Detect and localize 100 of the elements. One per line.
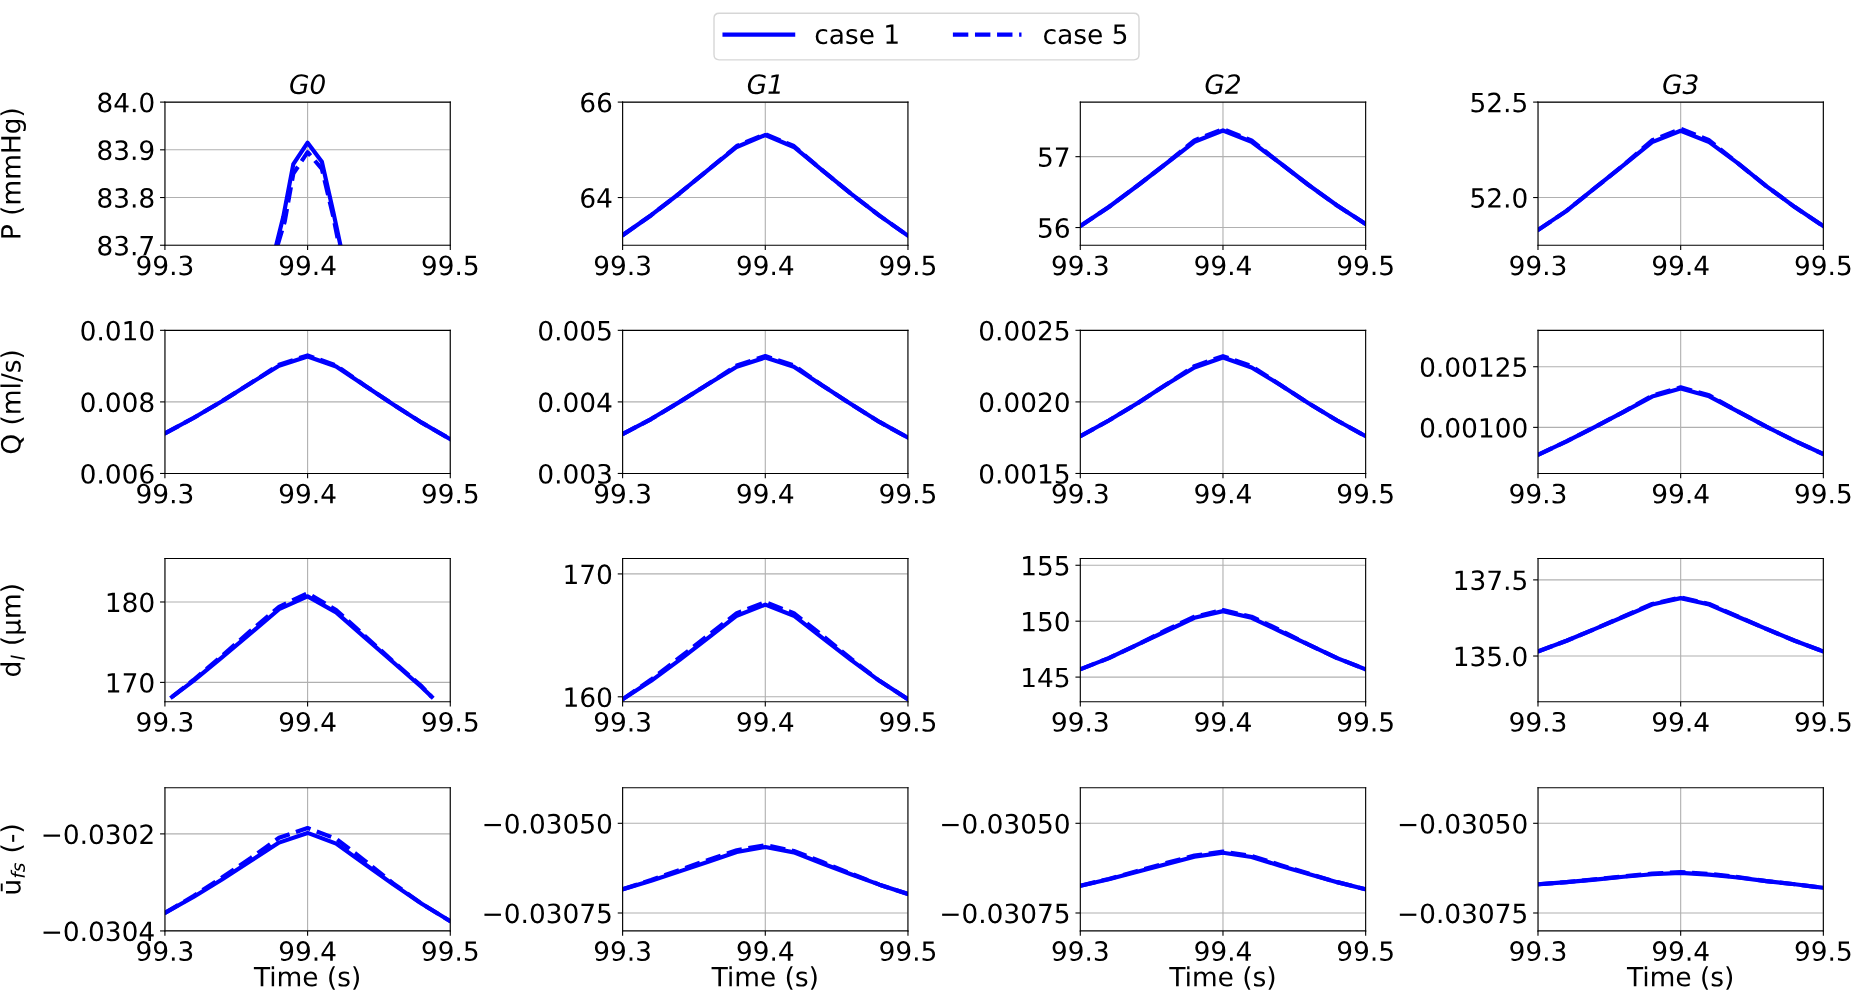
x-tick-label: 99.4 <box>1195 711 1251 732</box>
y-axis-title: P (mmHg) <box>0 109 26 238</box>
y-tick-label: 83.7 <box>98 235 153 256</box>
x-tick-label: 99.3 <box>1052 483 1108 504</box>
y-axis-title: d$_{l}$ (μm) <box>0 585 26 676</box>
x-tick-label: 99.5 <box>422 941 478 962</box>
x-tick-label: 99.4 <box>737 255 794 276</box>
x-tick-label: 99.3 <box>137 483 193 504</box>
x-tick-label: 99.5 <box>422 711 478 732</box>
x-tick-label: 99.5 <box>1795 711 1851 732</box>
x-tick-label: 99.5 <box>880 941 936 962</box>
y-tick-label: 155 <box>1023 556 1069 576</box>
x-tick-label: 99.5 <box>880 711 936 732</box>
x-tick-label: 99.3 <box>1510 255 1566 276</box>
y-tick-label: 0.0020 <box>979 392 1069 413</box>
y-tick-label: 83.9 <box>98 140 154 161</box>
x-tick-label: 99.4 <box>1195 941 1251 962</box>
chart-title: G3 <box>1663 74 1698 95</box>
legend-label: case 5 <box>1044 24 1127 45</box>
x-tick-label: 99.3 <box>594 941 650 962</box>
y-tick-label: 137.5 <box>1455 570 1526 591</box>
x-tick-label: 99.3 <box>1052 941 1108 962</box>
y-tick-label: 83.8 <box>98 187 154 208</box>
x-tick-label: 99.3 <box>594 483 650 504</box>
x-tick-label: 99.4 <box>1652 711 1709 732</box>
x-tick-label: 99.3 <box>137 711 193 732</box>
x-tick-label: 99.3 <box>1052 711 1108 732</box>
y-tick-label: 52.0 <box>1471 187 1527 208</box>
y-tick-label: −0.03075 <box>484 903 611 924</box>
chart-title: G2 <box>1205 74 1240 95</box>
y-tick-label: 66 <box>581 92 612 113</box>
y-tick-label: 135.0 <box>1455 646 1527 667</box>
x-tick-label: 99.4 <box>279 941 336 962</box>
x-tick-label: 99.4 <box>1195 255 1251 276</box>
x-axis-title: Time (s) <box>1169 966 1275 990</box>
y-tick-label: 84.0 <box>98 92 154 113</box>
x-tick-label: 99.4 <box>1195 483 1251 504</box>
y-axis-title: ū$_{fs}$ (-) <box>0 825 26 894</box>
y-tick-label: 57 <box>1039 147 1069 168</box>
y-tick-label: 145 <box>1023 667 1069 688</box>
x-tick-label: 99.3 <box>594 711 650 732</box>
y-tick-label: 52.5 <box>1471 92 1526 113</box>
x-tick-label: 99.5 <box>1795 941 1851 962</box>
y-axis-title: Q (ml/s) <box>0 351 24 454</box>
x-axis-title: Time (s) <box>1626 966 1733 990</box>
legend-label: case 1 <box>815 24 898 45</box>
x-tick-label: 99.3 <box>1052 255 1108 276</box>
x-tick-label: 99.3 <box>1510 711 1566 732</box>
x-tick-label: 99.4 <box>737 941 794 962</box>
x-tick-label: 99.5 <box>1337 483 1393 504</box>
x-tick-label: 99.5 <box>1337 941 1393 962</box>
y-tick-label: −0.03050 <box>1399 813 1527 834</box>
y-tick-label: −0.03075 <box>942 903 1069 924</box>
x-tick-label: 99.5 <box>1337 711 1393 732</box>
y-tick-label: 170 <box>107 672 154 693</box>
y-tick-label: −0.03050 <box>484 813 612 834</box>
x-tick-label: 99.5 <box>1337 255 1393 276</box>
y-tick-label: 56 <box>1039 217 1069 238</box>
y-tick-label: 150 <box>1023 611 1069 632</box>
y-tick-label: 0.00100 <box>1420 417 1527 438</box>
x-tick-label: 99.4 <box>279 483 336 504</box>
x-tick-label: 99.4 <box>1652 255 1709 276</box>
x-axis-title: Time (s) <box>711 966 817 990</box>
y-tick-label: 0.00125 <box>1420 357 1526 378</box>
chart-title: G0 <box>290 74 325 95</box>
x-tick-label: 99.5 <box>1795 483 1851 504</box>
y-tick-label: 0.004 <box>539 392 612 413</box>
y-tick-label: −0.0302 <box>43 824 153 845</box>
y-tick-label: 160 <box>565 687 612 708</box>
x-tick-label: 99.4 <box>737 711 794 732</box>
y-tick-label: 170 <box>565 564 612 585</box>
x-tick-label: 99.5 <box>422 255 478 276</box>
y-tick-label: 64 <box>581 187 612 208</box>
x-tick-label: 99.3 <box>594 255 650 276</box>
y-tick-label: 0.005 <box>539 320 611 341</box>
y-tick-label: −0.03075 <box>1399 903 1526 924</box>
x-tick-label: 99.4 <box>1652 483 1709 504</box>
y-tick-label: −0.03050 <box>942 813 1069 834</box>
x-tick-label: 99.3 <box>1510 941 1566 962</box>
x-tick-label: 99.4 <box>1652 941 1709 962</box>
y-tick-label: 0.008 <box>81 392 154 413</box>
x-tick-label: 99.4 <box>279 711 336 732</box>
x-tick-label: 99.4 <box>737 483 794 504</box>
x-tick-label: 99.5 <box>1795 255 1851 276</box>
y-tick-label: −0.0304 <box>43 921 154 942</box>
chart-title: G1 <box>747 74 780 95</box>
x-tick-label: 99.3 <box>137 255 193 276</box>
x-axis-title: Time (s) <box>253 966 359 990</box>
y-tick-label: 180 <box>107 592 154 613</box>
x-tick-label: 99.5 <box>422 483 478 504</box>
y-tick-label: 0.003 <box>539 463 611 484</box>
x-tick-label: 99.3 <box>1510 483 1566 504</box>
y-tick-label: 0.0025 <box>979 320 1069 341</box>
x-tick-label: 99.5 <box>880 255 936 276</box>
y-tick-label: 0.010 <box>81 320 154 341</box>
y-tick-label: 0.0015 <box>979 463 1069 484</box>
x-tick-label: 99.3 <box>137 941 193 962</box>
x-tick-label: 99.5 <box>880 483 936 504</box>
x-tick-label: 99.4 <box>279 255 336 276</box>
y-tick-label: 0.006 <box>81 463 154 484</box>
